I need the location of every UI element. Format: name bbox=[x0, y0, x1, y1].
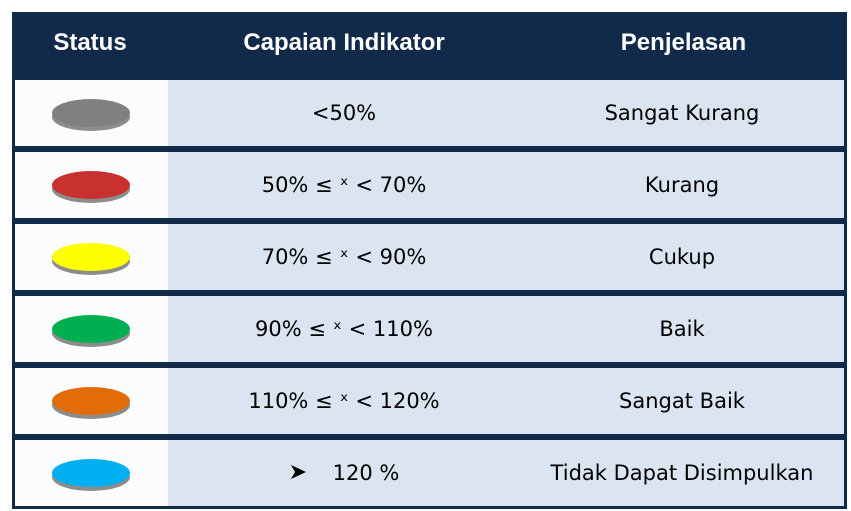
description-cell: Cukup bbox=[520, 224, 844, 290]
description-cell: Kurang bbox=[520, 152, 844, 218]
disc bbox=[52, 387, 130, 415]
range-cell: 70% ≤ ˣ < 90% bbox=[168, 224, 520, 290]
description-cell: Sangat Baik bbox=[520, 368, 844, 434]
status-table: Status Capaian Indikator Penjelasan <50%… bbox=[12, 12, 847, 509]
bullet-arrow bbox=[289, 461, 307, 485]
disc bbox=[52, 99, 130, 127]
status-cell bbox=[15, 152, 168, 218]
header-cell: Penjelasan bbox=[620, 29, 747, 56]
range-text: 120 % bbox=[332, 461, 400, 485]
range-text: 90% ≤ ˣ < 110% bbox=[255, 317, 433, 341]
status-disc bbox=[52, 171, 130, 203]
description-cell: Sangat Kurang bbox=[520, 80, 844, 146]
disc bbox=[52, 171, 130, 199]
status-disc bbox=[52, 387, 130, 419]
status-cell bbox=[15, 224, 168, 290]
header-cell: Capaian Indikator bbox=[243, 29, 445, 56]
range-text: 50% ≤ ˣ < 70% bbox=[261, 173, 427, 197]
range-text: <50% bbox=[311, 101, 377, 125]
status-disc bbox=[52, 459, 130, 491]
range-cell: 110% ≤ ˣ < 120% bbox=[168, 368, 520, 434]
disc bbox=[52, 459, 130, 487]
description-cell: Baik bbox=[520, 296, 844, 362]
disc bbox=[52, 315, 130, 343]
status-cell bbox=[15, 368, 168, 434]
range-cell: 120 % bbox=[168, 440, 520, 506]
description-cell: Tidak Dapat Disimpulkan bbox=[520, 440, 844, 506]
range-cell: 90% ≤ ˣ < 110% bbox=[168, 296, 520, 362]
status-cell bbox=[15, 80, 168, 146]
disc bbox=[52, 243, 130, 271]
range-cell: 50% ≤ ˣ < 70% bbox=[168, 152, 520, 218]
header-cell: Status bbox=[53, 29, 127, 56]
status-cell bbox=[15, 440, 168, 506]
status-disc bbox=[52, 243, 130, 275]
range-text: 110% ≤ ˣ < 120% bbox=[248, 389, 440, 413]
arrow-icon bbox=[290, 465, 306, 479]
status-disc bbox=[52, 99, 130, 131]
range-text: 70% ≤ ˣ < 90% bbox=[261, 245, 427, 269]
status-disc bbox=[52, 315, 130, 347]
range-cell: <50% bbox=[168, 80, 520, 146]
status-cell bbox=[15, 296, 168, 362]
